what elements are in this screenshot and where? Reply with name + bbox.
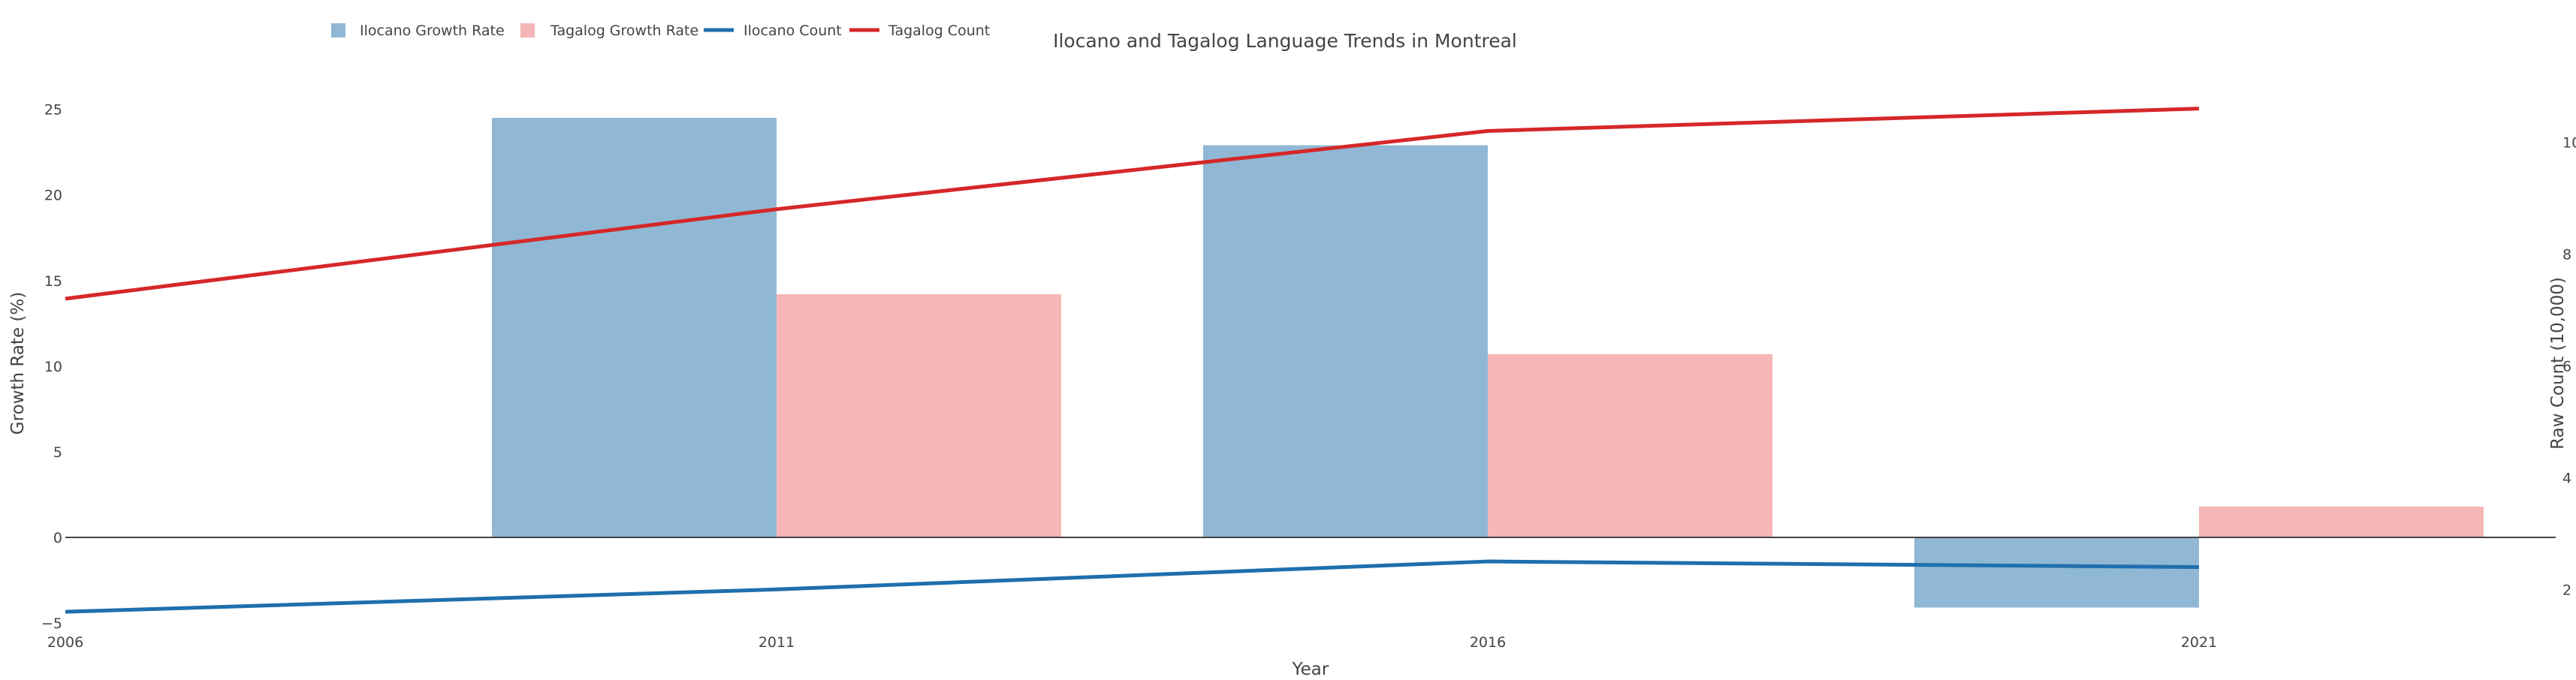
bar-tagalog-growth-2011 <box>777 294 1061 537</box>
y-tick-label: 0 <box>53 530 62 546</box>
y2-axis-ticks: 2 4 6 8 10 <box>2562 134 2576 598</box>
legend-label-tagalog-count: Tagalog Count <box>888 23 990 39</box>
y-tick-label: 15 <box>44 273 62 290</box>
bar-ilocano-growth-2016 <box>1203 145 1488 537</box>
x-axis-title: Year <box>1292 660 1329 679</box>
y2-axis-title: Raw Count (10,000) <box>2548 277 2568 450</box>
x-tick-label: 2021 <box>2181 634 2217 651</box>
legend-swatch-ilocano-growth <box>331 23 345 38</box>
y-axis-title: Growth Rate (%) <box>8 292 28 435</box>
y-tick-label: 5 <box>53 444 62 461</box>
y2-tick-label: 4 <box>2562 470 2571 486</box>
y2-tick-label: 10 <box>2562 134 2576 151</box>
line-tagalog-count <box>65 107 2200 301</box>
line-ilocano-count <box>65 559 2200 614</box>
x-tick-label: 2011 <box>759 634 795 651</box>
y2-tick-label: 2 <box>2562 582 2571 598</box>
legend-swatch-tagalog-growth <box>520 23 535 38</box>
y-tick-label: 10 <box>44 359 62 375</box>
y2-tick-label: 8 <box>2562 246 2571 263</box>
y-tick-label: 20 <box>44 188 62 204</box>
lines <box>65 107 2200 614</box>
x-axis-ticks: 2006 2011 2016 2021 <box>47 634 2217 651</box>
x-tick-label: 2006 <box>47 634 83 651</box>
y2-tick-label: 6 <box>2562 358 2571 375</box>
bar-ilocano-growth-2011 <box>492 118 777 537</box>
y-axis-ticks: −5 0 5 10 15 20 25 <box>41 102 62 632</box>
legend: Ilocano Growth Rate Tagalog Growth Rate … <box>331 23 990 39</box>
y-tick-label: 25 <box>44 102 62 119</box>
y-tick-label: −5 <box>41 615 62 632</box>
bar-tagalog-growth-2021 <box>2199 506 2484 537</box>
legend-label-ilocano-growth: Ilocano Growth Rate <box>360 23 505 39</box>
x-tick-label: 2016 <box>1470 634 1506 651</box>
bar-tagalog-growth-2016 <box>1488 354 1772 537</box>
legend-label-ilocano-count: Ilocano Count <box>744 23 842 39</box>
chart-title: Ilocano and Tagalog Language Trends in M… <box>1053 30 1517 52</box>
bar-ilocano-growth-2021 <box>1914 537 2199 608</box>
legend-label-tagalog-growth: Tagalog Growth Rate <box>550 23 698 39</box>
bars <box>492 118 2484 608</box>
